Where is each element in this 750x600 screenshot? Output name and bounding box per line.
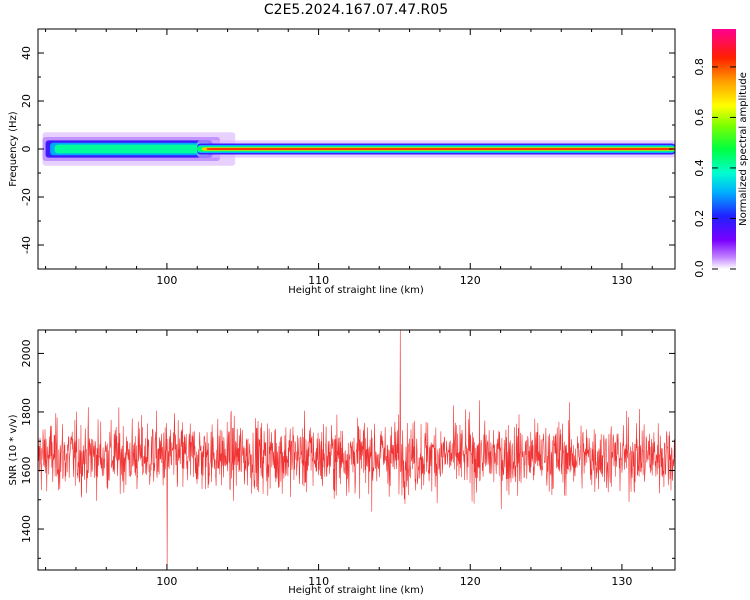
spectrogram-plot: 100 110 120 130 -40 -20 0 20 40 Height of strai… <box>8 28 676 296</box>
spectrogram-x-tick-label: 110 <box>308 274 329 287</box>
snr-series-line <box>37 329 676 568</box>
snr-plot: 100 110 120 130 1400 1600 1800 2000 Height of … <box>8 329 676 596</box>
snr-x-tick-label: 130 <box>611 575 632 588</box>
spectrogram-band-green <box>54 144 205 154</box>
spectrogram-x-tick-label: 130 <box>611 274 632 287</box>
snr-x-tick-label: 120 <box>460 575 481 588</box>
spectrogram-y-ticks: -40 -20 0 20 40 <box>20 28 675 270</box>
spectrogram-y-tick-label: 0 <box>20 146 33 153</box>
colorbar: 0.0 0.2 0.4 0.6 0.8 Normalized spectral ampl… <box>693 29 749 278</box>
snr-x-ticks: 100 110 120 130 <box>45 330 653 588</box>
colorbar-gradient <box>712 29 736 269</box>
colorbar-tick-label: 0.6 <box>693 109 706 127</box>
colorbar-tick-label: 0.0 <box>693 260 706 278</box>
spectrogram-y-tick-label: 20 <box>20 94 33 108</box>
colorbar-ticks: 0.0 0.2 0.4 0.6 0.8 <box>693 58 736 278</box>
spectrogram-x-ticks: 100 110 120 130 <box>45 29 653 287</box>
colorbar-tick-label: 0.8 <box>693 58 706 76</box>
snr-y-tick-label: 1800 <box>20 398 33 426</box>
snr-y-ticks: 1400 1600 1800 2000 <box>20 339 675 559</box>
spectrogram-x-label: Height of straight line (km) <box>288 285 424 296</box>
snr-x-tick-label: 110 <box>308 575 329 588</box>
snr-y-tick-label: 1400 <box>20 515 33 543</box>
snr-y-label: SNR (10 * v/v) <box>8 414 19 485</box>
figure-title: C2E5.2024.167.07.47.R05 <box>264 2 448 18</box>
colorbar-tick-label: 0.2 <box>693 210 706 228</box>
snr-y-tick-label: 1600 <box>20 456 33 484</box>
spectrogram-x-tick-label: 120 <box>460 274 481 287</box>
colorbar-label: Normalized spectral amplitude <box>738 72 749 226</box>
spectrogram-y-tick-label: -20 <box>20 188 33 206</box>
spectrogram-y-label: Frequency (Hz) <box>8 111 19 187</box>
spectrogram-y-tick-label: -40 <box>20 236 33 254</box>
snr-y-tick-label: 2000 <box>20 339 33 367</box>
colorbar-tick-label: 0.4 <box>693 159 706 177</box>
spectrogram-marks <box>42 132 676 166</box>
spectrogram-y-tick-label: 40 <box>20 46 33 60</box>
snr-x-tick-label: 100 <box>156 575 177 588</box>
spectrogram-band-red <box>206 148 675 150</box>
spectrogram-x-tick-label: 100 <box>156 274 177 287</box>
snr-frame <box>37 329 676 571</box>
snr-x-label: Height of straight line (km) <box>288 585 424 596</box>
